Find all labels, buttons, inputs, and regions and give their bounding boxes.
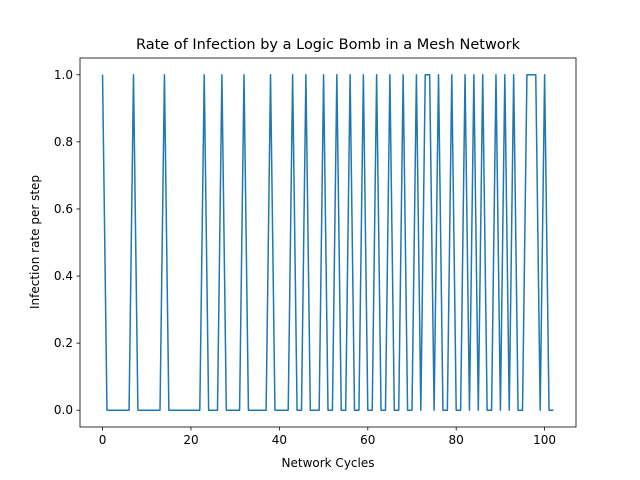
chart-title: Rate of Infection by a Logic Bomb in a M… — [136, 37, 521, 53]
plot-area — [101, 74, 554, 411]
y-axis-label: Infection rate per step — [28, 175, 42, 309]
x-tick-label: 0 — [99, 433, 107, 447]
y-tick-label: 0.8 — [54, 135, 73, 149]
axes-frame — [79, 57, 577, 428]
y-tick-label: 1.0 — [54, 68, 73, 82]
x-axis-ticks: 0 20 40 60 80 100 — [99, 427, 556, 447]
y-tick-label: 0.0 — [54, 403, 73, 417]
x-tick-label: 20 — [183, 433, 198, 447]
y-tick-label: 0.6 — [54, 202, 73, 216]
x-tick-label: 60 — [360, 433, 375, 447]
x-tick-label: 40 — [272, 433, 287, 447]
y-tick-label: 0.4 — [54, 269, 73, 283]
x-tick-label: 80 — [449, 433, 464, 447]
y-axis-ticks: 0.0 0.2 0.4 0.6 0.8 1.0 — [54, 68, 80, 417]
x-tick-label: 100 — [533, 433, 556, 447]
series-line — [101, 74, 554, 411]
x-axis-label: Network Cycles — [282, 456, 375, 470]
y-tick-label: 0.2 — [54, 336, 73, 350]
